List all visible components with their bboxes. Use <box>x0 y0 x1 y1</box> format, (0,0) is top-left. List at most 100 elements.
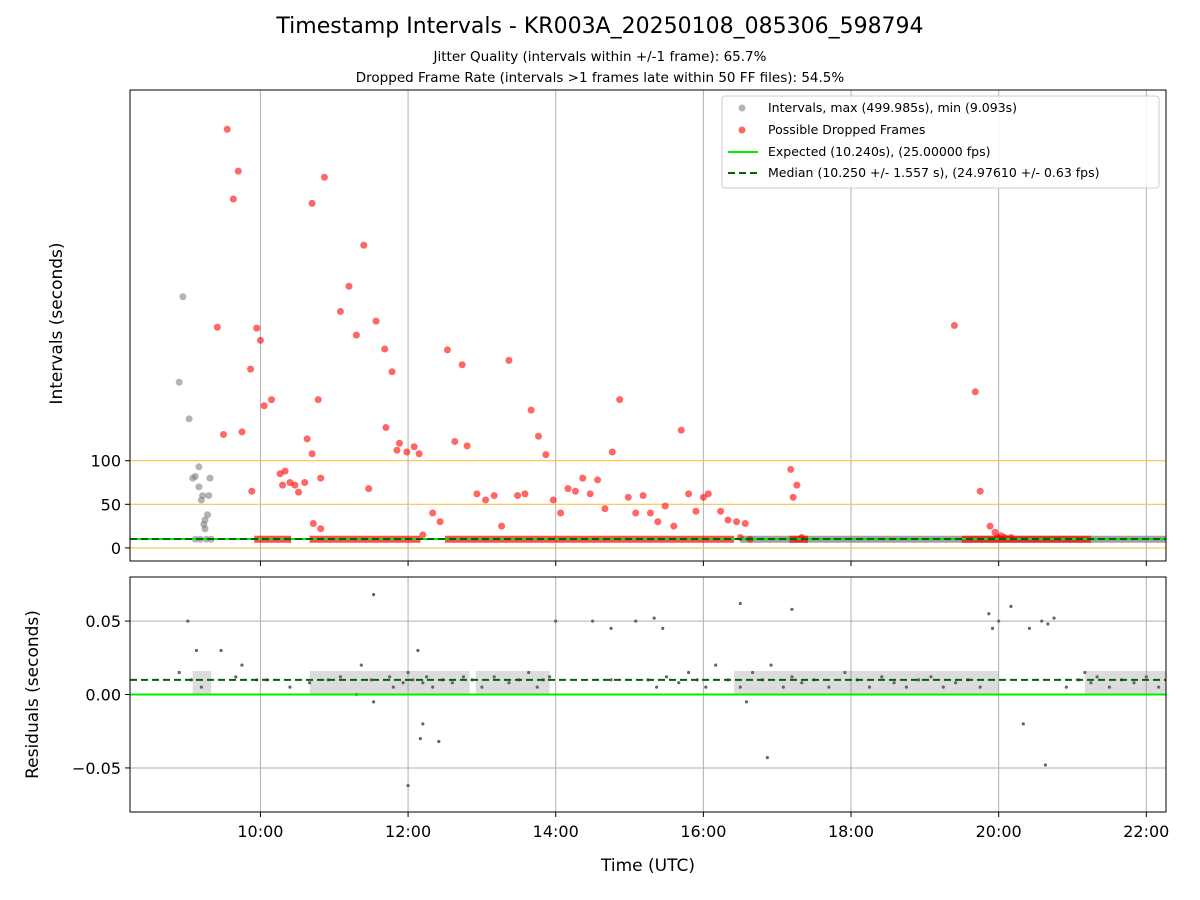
x-tick-label: 10:00 <box>237 822 283 841</box>
interval-point <box>195 483 203 491</box>
dropped-frames-series <box>213 125 1015 543</box>
residual-point <box>867 685 872 689</box>
chart-title: Timestamp Intervals - KR003A_20250108_08… <box>276 14 924 39</box>
residual-point <box>765 756 769 760</box>
residual-point <box>492 675 496 679</box>
residual-point <box>664 675 669 679</box>
residual-point <box>418 736 422 741</box>
dropped-frame-point <box>443 346 451 354</box>
dropped-frame-point <box>436 518 444 526</box>
residual-point <box>744 700 749 704</box>
dropped-frame-point <box>381 345 389 353</box>
dropped-frame-point <box>677 426 685 434</box>
dropped-frame-point <box>303 435 311 443</box>
residual-point <box>411 678 415 682</box>
residual-point <box>401 681 405 685</box>
residual-point <box>655 685 659 689</box>
interval-point <box>201 525 209 533</box>
interval-point <box>201 516 209 524</box>
residual-point <box>1081 568 1084 571</box>
dropped-frame-point <box>308 199 316 207</box>
dropped-frame-point <box>403 448 411 456</box>
residual-point <box>904 685 908 689</box>
residual-point <box>1144 675 1148 679</box>
dropped-frame-point <box>549 496 557 504</box>
bottom-y-axis-label: Residuals (seconds) <box>23 610 43 779</box>
residual-density-band <box>192 671 212 695</box>
bottom-y-tick-label: 0.05 <box>85 612 121 631</box>
dropped-frame-point <box>372 317 380 325</box>
residual-point <box>1027 626 1032 631</box>
x-tick-label: 12:00 <box>385 822 431 841</box>
residual-point <box>240 663 244 667</box>
dropped-frame-point <box>661 502 669 510</box>
dropped-frame-point <box>393 446 401 454</box>
dropped-frame-point <box>971 388 979 396</box>
residual-point <box>1157 685 1161 689</box>
top-axes-frame <box>129 89 1167 562</box>
residual-point <box>687 670 691 675</box>
bottom-y-tick-label: −0.05 <box>72 759 121 778</box>
dropped-frame-point <box>281 467 289 475</box>
dropped-frame-point <box>950 322 958 329</box>
residual-point <box>421 681 425 685</box>
residual-point <box>677 681 681 685</box>
residual-point <box>738 601 742 606</box>
dropped-frame-point <box>717 507 725 515</box>
top-y-tick-label: 0 <box>111 539 121 558</box>
dropped-frame-point <box>213 323 221 331</box>
chart-subtitle-jitter: Jitter Quality (intervals within +/-1 fr… <box>433 49 767 65</box>
residual-point <box>424 675 429 679</box>
residual-point <box>591 619 595 623</box>
x-tick-label: 18:00 <box>828 822 874 841</box>
dropped-frame-point <box>314 396 322 404</box>
residual-density-band <box>734 671 999 695</box>
residual-point <box>1095 675 1099 679</box>
dropped-frame-point <box>395 439 403 447</box>
top-y-tick-label: 50 <box>101 495 121 514</box>
residual-point <box>421 722 425 726</box>
residual-point <box>406 783 410 788</box>
interval-point <box>204 511 212 519</box>
residual-point <box>1083 670 1087 675</box>
residual-point <box>892 681 896 685</box>
interval-point <box>185 415 193 423</box>
residual-point <box>535 685 539 689</box>
residual-density-band <box>475 671 550 695</box>
dropped-frame-point <box>505 356 513 364</box>
residual-point <box>372 593 376 597</box>
dropped-frame-point <box>291 481 299 489</box>
residual-point <box>450 681 454 685</box>
dropped-frame-point <box>789 493 797 501</box>
residual-point <box>769 663 773 667</box>
residual-point <box>308 681 312 685</box>
residual-point <box>391 685 395 689</box>
interval-point <box>205 492 213 500</box>
residual-point <box>843 670 847 675</box>
dropped-frame-point <box>692 507 700 515</box>
dropped-frame-point <box>248 487 256 495</box>
residual-point <box>790 607 794 611</box>
residual-point <box>219 648 223 653</box>
legend-entry-label: Possible Dropped Frames <box>768 122 925 137</box>
residual-point <box>1052 616 1056 620</box>
dropped-frame-point <box>317 525 325 533</box>
dropped-frame-point <box>473 490 481 498</box>
residual-point <box>781 685 785 689</box>
legend-dropped-marker <box>738 126 746 134</box>
dropped-frame-point <box>388 368 396 376</box>
dropped-frame-point <box>345 282 353 290</box>
residual-point <box>880 675 884 679</box>
dropped-frame-point <box>309 519 317 527</box>
interval-point <box>175 378 183 386</box>
dropped-frame-point <box>301 479 309 486</box>
residual-point <box>1046 622 1050 626</box>
dropped-frame-point <box>490 492 498 500</box>
residual-point <box>1087 568 1090 571</box>
dropped-frame-point <box>685 490 693 498</box>
residual-point <box>369 678 373 682</box>
dropped-frame-point <box>586 490 594 498</box>
residual-point <box>186 619 190 623</box>
dropped-frame-point <box>320 173 328 181</box>
